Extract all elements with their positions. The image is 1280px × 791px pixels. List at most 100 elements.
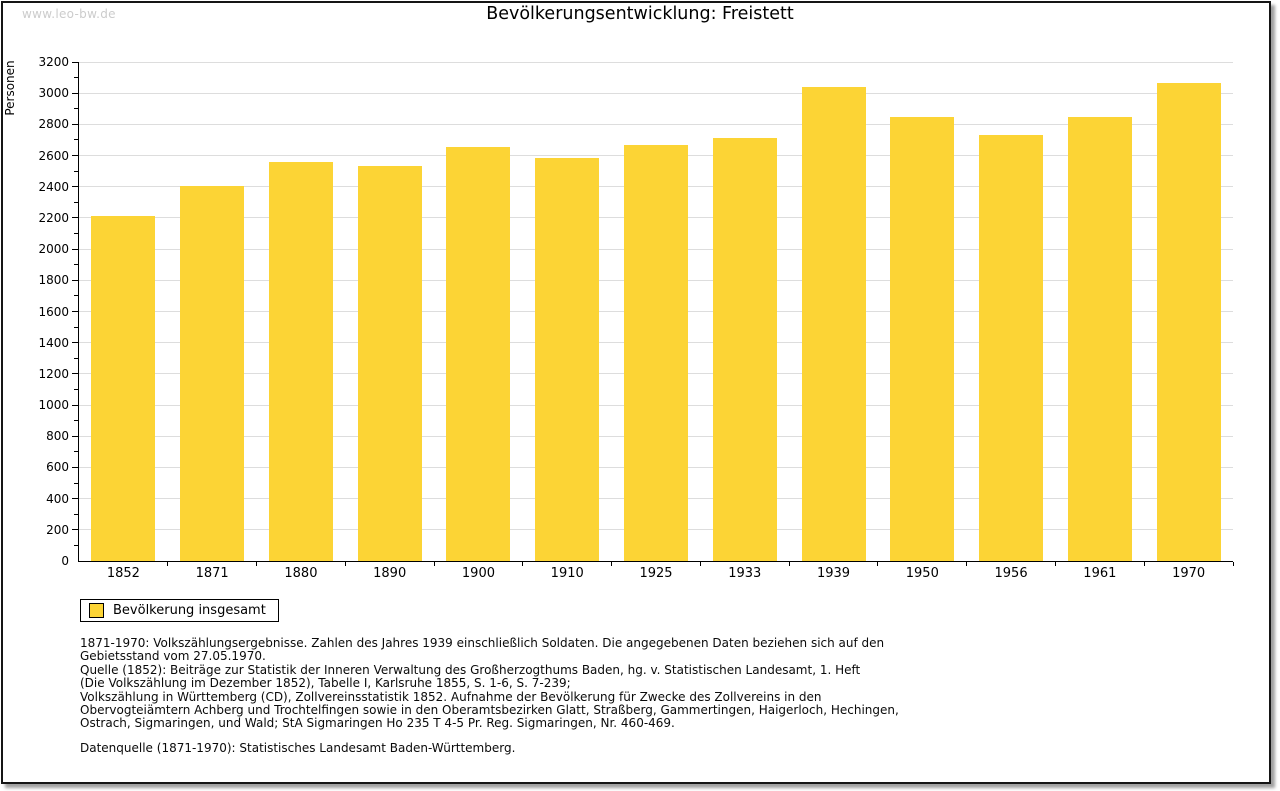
y-tick-mark bbox=[72, 435, 78, 437]
legend: Bevölkerung insgesamt bbox=[80, 599, 279, 622]
y-tick-mark bbox=[72, 529, 78, 531]
x-tick-label: 1950 bbox=[905, 566, 939, 581]
y-tick-mark bbox=[72, 466, 78, 468]
bar bbox=[624, 144, 688, 561]
y-tick-label: 1200 bbox=[38, 366, 69, 381]
y-minor-tick-mark bbox=[74, 513, 78, 515]
x-tick-label: 1939 bbox=[816, 566, 851, 581]
y-minor-tick-mark bbox=[74, 233, 78, 235]
footnote-line: Obervogteiämtern Achberg und Trochtelfin… bbox=[80, 703, 899, 718]
y-tick-label: 2600 bbox=[38, 148, 69, 163]
plot-area: 0 200 400 600 800 1000 1200 1400 1600 1800 2000 220… bbox=[38, 55, 1234, 581]
gridline bbox=[79, 92, 1233, 94]
footnote-line: (Die Volkszählung im Dezember 1852), Tab… bbox=[80, 676, 571, 691]
y-minor-tick-mark bbox=[74, 77, 78, 79]
y-tick-mark bbox=[72, 217, 78, 219]
page-title: Bevölkerungsentwicklung: Freistett bbox=[486, 4, 794, 24]
footnote-line: 1871-1970: Volkszählungsergebnisse. Zahl… bbox=[80, 636, 885, 650]
bar bbox=[712, 137, 777, 561]
x-tick-mark bbox=[699, 562, 701, 566]
x-tick-mark bbox=[256, 562, 258, 566]
bar bbox=[801, 86, 866, 561]
x-tick-mark bbox=[433, 562, 435, 566]
y-tick-mark bbox=[72, 92, 78, 94]
x-tick-mark bbox=[1143, 562, 1145, 566]
y-tick-label: 2800 bbox=[38, 117, 69, 132]
y-minor-tick-mark bbox=[74, 420, 78, 422]
y-tick-mark bbox=[72, 279, 78, 281]
y-tick-mark bbox=[72, 311, 78, 312]
y-tick-mark bbox=[72, 498, 78, 500]
gridline bbox=[79, 123, 1233, 125]
y-minor-tick-mark bbox=[74, 201, 78, 203]
y-tick-label: 400 bbox=[46, 491, 69, 506]
y-minor-tick-mark bbox=[74, 295, 78, 297]
footnote-line: Gebietsstand vom 27.05.1970. bbox=[80, 649, 266, 664]
legend-label: Bevölkerung insgesamt bbox=[113, 603, 266, 618]
y-minor-tick-mark bbox=[74, 388, 78, 390]
footnote-line: Ostrach, Sigmaringen, und Wald; StA Sigm… bbox=[80, 716, 675, 731]
bar bbox=[268, 161, 333, 561]
x-tick-label: 1910 bbox=[550, 566, 584, 581]
bar bbox=[446, 147, 511, 561]
y-minor-tick-mark bbox=[74, 108, 78, 110]
y-tick-label: 2200 bbox=[38, 210, 69, 225]
bar bbox=[890, 116, 955, 561]
y-tick-mark bbox=[72, 155, 78, 157]
x-tick-mark bbox=[344, 562, 346, 566]
y-tick-label: 2400 bbox=[38, 179, 69, 194]
y-tick-mark bbox=[72, 404, 78, 406]
legend-swatch-icon bbox=[89, 603, 104, 618]
x-tick-label: 1970 bbox=[1172, 566, 1206, 581]
datasource-note: Datenquelle (1871-1970): Statistisches L… bbox=[80, 741, 516, 755]
x-tick-label: 1933 bbox=[728, 566, 762, 581]
bar bbox=[979, 134, 1044, 561]
y-tick-mark bbox=[72, 186, 78, 188]
y-tick-mark bbox=[72, 123, 78, 125]
bar bbox=[180, 185, 245, 561]
y-tick-mark bbox=[72, 61, 78, 63]
y-tick-label: 1000 bbox=[38, 398, 69, 413]
y-minor-tick-mark bbox=[74, 544, 78, 546]
footnote-line: Quelle (1852): Beiträge zur Statistik de… bbox=[80, 662, 861, 677]
y-tick-label: 3200 bbox=[38, 55, 69, 69]
y-minor-tick-mark bbox=[74, 357, 78, 359]
y-axis-label: Personen bbox=[3, 60, 17, 116]
x-tick-label: 1925 bbox=[639, 566, 673, 581]
bar bbox=[1067, 117, 1132, 561]
y-tick-mark bbox=[72, 342, 78, 344]
y-minor-tick-mark bbox=[74, 170, 78, 172]
y-tick-label: 1600 bbox=[38, 304, 69, 319]
y-tick-mark bbox=[72, 373, 78, 375]
x-tick-label: 1956 bbox=[994, 566, 1028, 581]
y-minor-tick-mark bbox=[74, 139, 78, 141]
x-tick-mark bbox=[1054, 562, 1056, 566]
x-tick-label: 1852 bbox=[106, 566, 140, 581]
x-tick-label: 1900 bbox=[461, 566, 495, 581]
y-tick-label: 2000 bbox=[38, 242, 69, 257]
y-tick-label: 1800 bbox=[38, 273, 69, 288]
x-tick-mark bbox=[1232, 562, 1234, 566]
y-tick-label: 800 bbox=[46, 429, 69, 444]
footnote-block: 1871-1970: Volkszählungsergebnisse. Zahl… bbox=[80, 636, 899, 731]
x-tick-mark bbox=[788, 562, 790, 566]
x-tick-mark bbox=[966, 562, 968, 566]
x-tick-mark bbox=[522, 562, 524, 566]
x-tick-label: 1890 bbox=[373, 566, 407, 581]
y-tick-label: 200 bbox=[46, 522, 69, 537]
x-tick-mark bbox=[167, 562, 169, 566]
gridline bbox=[79, 61, 1233, 63]
y-minor-tick-mark bbox=[74, 326, 78, 328]
bar bbox=[357, 166, 422, 561]
y-minor-tick-mark bbox=[74, 482, 78, 484]
x-tick-mark bbox=[877, 562, 879, 566]
y-tick-label: 3000 bbox=[38, 86, 69, 101]
y-tick-label: 1400 bbox=[38, 335, 69, 350]
y-minor-tick-mark bbox=[74, 451, 78, 453]
y-minor-tick-mark bbox=[74, 264, 78, 266]
y-tick-label: 0 bbox=[61, 554, 69, 568]
y-tick-mark bbox=[72, 248, 78, 250]
bar bbox=[91, 216, 156, 561]
y-tick-label: 600 bbox=[46, 460, 69, 475]
footnote-line: Volkszählung in Württemberg (CD), Zollve… bbox=[80, 689, 822, 704]
